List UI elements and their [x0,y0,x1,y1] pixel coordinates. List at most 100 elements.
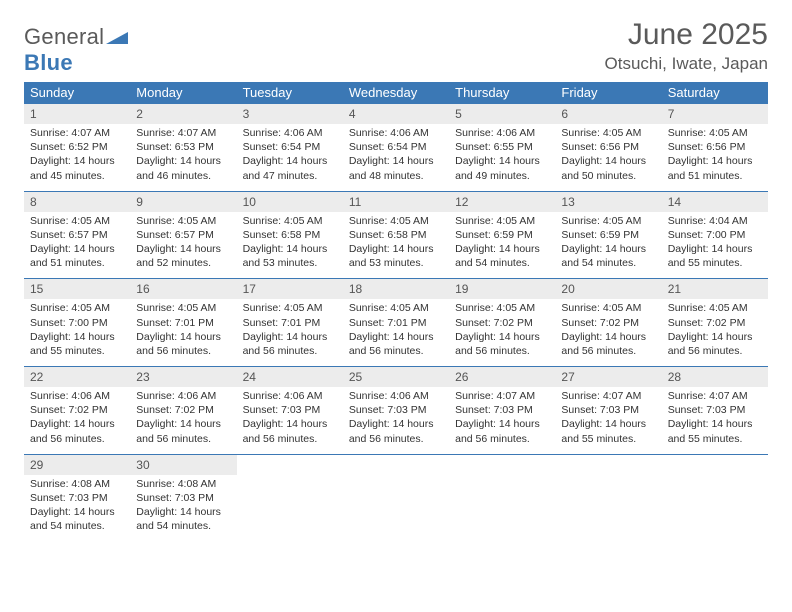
day-data-cell: Sunrise: 4:05 AMSunset: 7:02 PMDaylight:… [449,299,555,366]
cell-sunset: Sunset: 6:57 PM [136,228,230,242]
day-data-cell: Sunrise: 4:05 AMSunset: 6:57 PMDaylight:… [130,212,236,279]
day-data-cell: Sunrise: 4:05 AMSunset: 6:57 PMDaylight:… [24,212,130,279]
cell-sunrise: Sunrise: 4:05 AM [243,214,337,228]
cell-sunset: Sunset: 7:02 PM [455,316,549,330]
day-number-cell [237,454,343,475]
day-data-cell: Sunrise: 4:06 AMSunset: 6:55 PMDaylight:… [449,124,555,191]
cell-day2: and 54 minutes. [136,519,230,533]
cell-sunset: Sunset: 7:01 PM [136,316,230,330]
cell-day1: Daylight: 14 hours [30,505,124,519]
month-title: June 2025 [605,18,768,52]
day-data-cell: Sunrise: 4:05 AMSunset: 6:59 PMDaylight:… [555,212,661,279]
day-data-cell: Sunrise: 4:06 AMSunset: 6:54 PMDaylight:… [237,124,343,191]
cell-sunrise: Sunrise: 4:05 AM [455,301,549,315]
cell-sunset: Sunset: 7:02 PM [136,403,230,417]
day-number-cell: 2 [130,104,236,125]
cell-sunset: Sunset: 6:56 PM [561,140,655,154]
cell-day2: and 47 minutes. [243,169,337,183]
cell-sunrise: Sunrise: 4:05 AM [136,214,230,228]
day-number-cell: 21 [662,279,768,300]
cell-sunrise: Sunrise: 4:08 AM [30,477,124,491]
cell-sunset: Sunset: 6:59 PM [455,228,549,242]
cell-sunset: Sunset: 6:54 PM [243,140,337,154]
week-data-row: Sunrise: 4:05 AMSunset: 7:00 PMDaylight:… [24,299,768,366]
day-data-cell [662,475,768,542]
cell-sunset: Sunset: 7:02 PM [668,316,762,330]
cell-day1: Daylight: 14 hours [349,242,443,256]
dayhead-sun: Sunday [24,82,130,104]
dayhead-thu: Thursday [449,82,555,104]
cell-sunset: Sunset: 7:03 PM [136,491,230,505]
cell-day2: and 56 minutes. [455,432,549,446]
day-data-cell: Sunrise: 4:04 AMSunset: 7:00 PMDaylight:… [662,212,768,279]
cell-day1: Daylight: 14 hours [136,242,230,256]
day-number-cell [449,454,555,475]
cell-sunrise: Sunrise: 4:05 AM [561,126,655,140]
day-data-cell: Sunrise: 4:05 AMSunset: 7:01 PMDaylight:… [237,299,343,366]
day-data-cell: Sunrise: 4:08 AMSunset: 7:03 PMDaylight:… [24,475,130,542]
cell-day1: Daylight: 14 hours [136,505,230,519]
day-number-cell: 12 [449,191,555,212]
cell-sunrise: Sunrise: 4:06 AM [136,389,230,403]
day-number-cell: 26 [449,367,555,388]
cell-sunrise: Sunrise: 4:07 AM [455,389,549,403]
day-number-cell: 6 [555,104,661,125]
cell-sunrise: Sunrise: 4:06 AM [349,126,443,140]
cell-sunrise: Sunrise: 4:04 AM [668,214,762,228]
cell-day1: Daylight: 14 hours [455,417,549,431]
week-data-row: Sunrise: 4:06 AMSunset: 7:02 PM Daylight:… [24,387,768,454]
day-data-cell: Sunrise: 4:05 AMSunset: 7:01 PMDaylight:… [343,299,449,366]
cell-day2: and 54 minutes. [561,256,655,270]
cell-sunset: Sunset: 6:59 PM [561,228,655,242]
day-number-cell: 17 [237,279,343,300]
day-number-cell: 23 [130,367,236,388]
day-number-cell: 25 [343,367,449,388]
cell-day1: Daylight: 14 hours [136,330,230,344]
cell-sunset: Sunset: 7:00 PM [30,316,124,330]
cell-day1: Daylight: 14 hours [349,417,443,431]
day-data-cell: Sunrise: 4:05 AMSunset: 6:58 PMDaylight:… [237,212,343,279]
day-data-cell: Sunrise: 4:05 AMSunset: 6:59 PMDaylight:… [449,212,555,279]
day-data-cell: Sunrise: 4:07 AMSunset: 6:53 PMDaylight:… [130,124,236,191]
cell-day1: Daylight: 14 hours [561,154,655,168]
cell-sunrise: Sunrise: 4:05 AM [561,214,655,228]
cell-day2: and 55 minutes. [668,432,762,446]
day-data-cell: Sunrise: 4:05 AMSunset: 6:58 PMDaylight:… [343,212,449,279]
day-number-cell: 11 [343,191,449,212]
cell-day1: Daylight: 14 hours [30,330,124,344]
day-number-cell: 30 [130,454,236,475]
day-data-cell: Sunrise: 4:07 AMSunset: 7:03 PMDaylight:… [662,387,768,454]
cell-day2: and 54 minutes. [30,519,124,533]
cell-day2: and 55 minutes. [30,344,124,358]
logo-word2: Blue [24,50,73,75]
cell-sunset: Sunset: 7:03 PM [30,491,124,505]
cell-sunrise: Sunrise: 4:07 AM [561,389,655,403]
day-data-cell: Sunrise: 4:05 AMSunset: 7:02 PMDaylight:… [662,299,768,366]
day-data-cell: Sunrise: 4:08 AMSunset: 7:03 PMDaylight:… [130,475,236,542]
day-number-cell: 4 [343,104,449,125]
cell-day2: and 56 minutes. [136,432,230,446]
day-number-cell: 22 [24,367,130,388]
dayhead-tue: Tuesday [237,82,343,104]
cell-day2: and 56 minutes. [243,344,337,358]
day-number-cell: 13 [555,191,661,212]
cell-day2: and 54 minutes. [455,256,549,270]
day-number-cell: 3 [237,104,343,125]
cell-day2: and 56 minutes. [561,344,655,358]
day-data-cell: Sunrise: 4:06 AMSunset: 6:54 PMDaylight:… [343,124,449,191]
cell-sunset: Sunset: 6:56 PM [668,140,762,154]
cell-sunset: Sunset: 7:01 PM [243,316,337,330]
week-data-row: Sunrise: 4:07 AMSunset: 6:52 PMDaylight:… [24,124,768,191]
cell-sunset: Sunset: 7:02 PM [561,316,655,330]
cell-sunrise: Sunrise: 4:05 AM [668,301,762,315]
day-data-cell [449,475,555,542]
cell-day1: Daylight: 14 hours [668,154,762,168]
cell-sunrise: Sunrise: 4:05 AM [668,126,762,140]
cell-sunset: Sunset: 6:57 PM [30,228,124,242]
cell-sunrise: Sunrise: 4:05 AM [349,214,443,228]
cell-day1: Daylight: 14 hours [349,330,443,344]
day-number-cell: 15 [24,279,130,300]
cell-day2: and 53 minutes. [349,256,443,270]
location: Otsuchi, Iwate, Japan [605,54,768,74]
day-number-cell: 8 [24,191,130,212]
